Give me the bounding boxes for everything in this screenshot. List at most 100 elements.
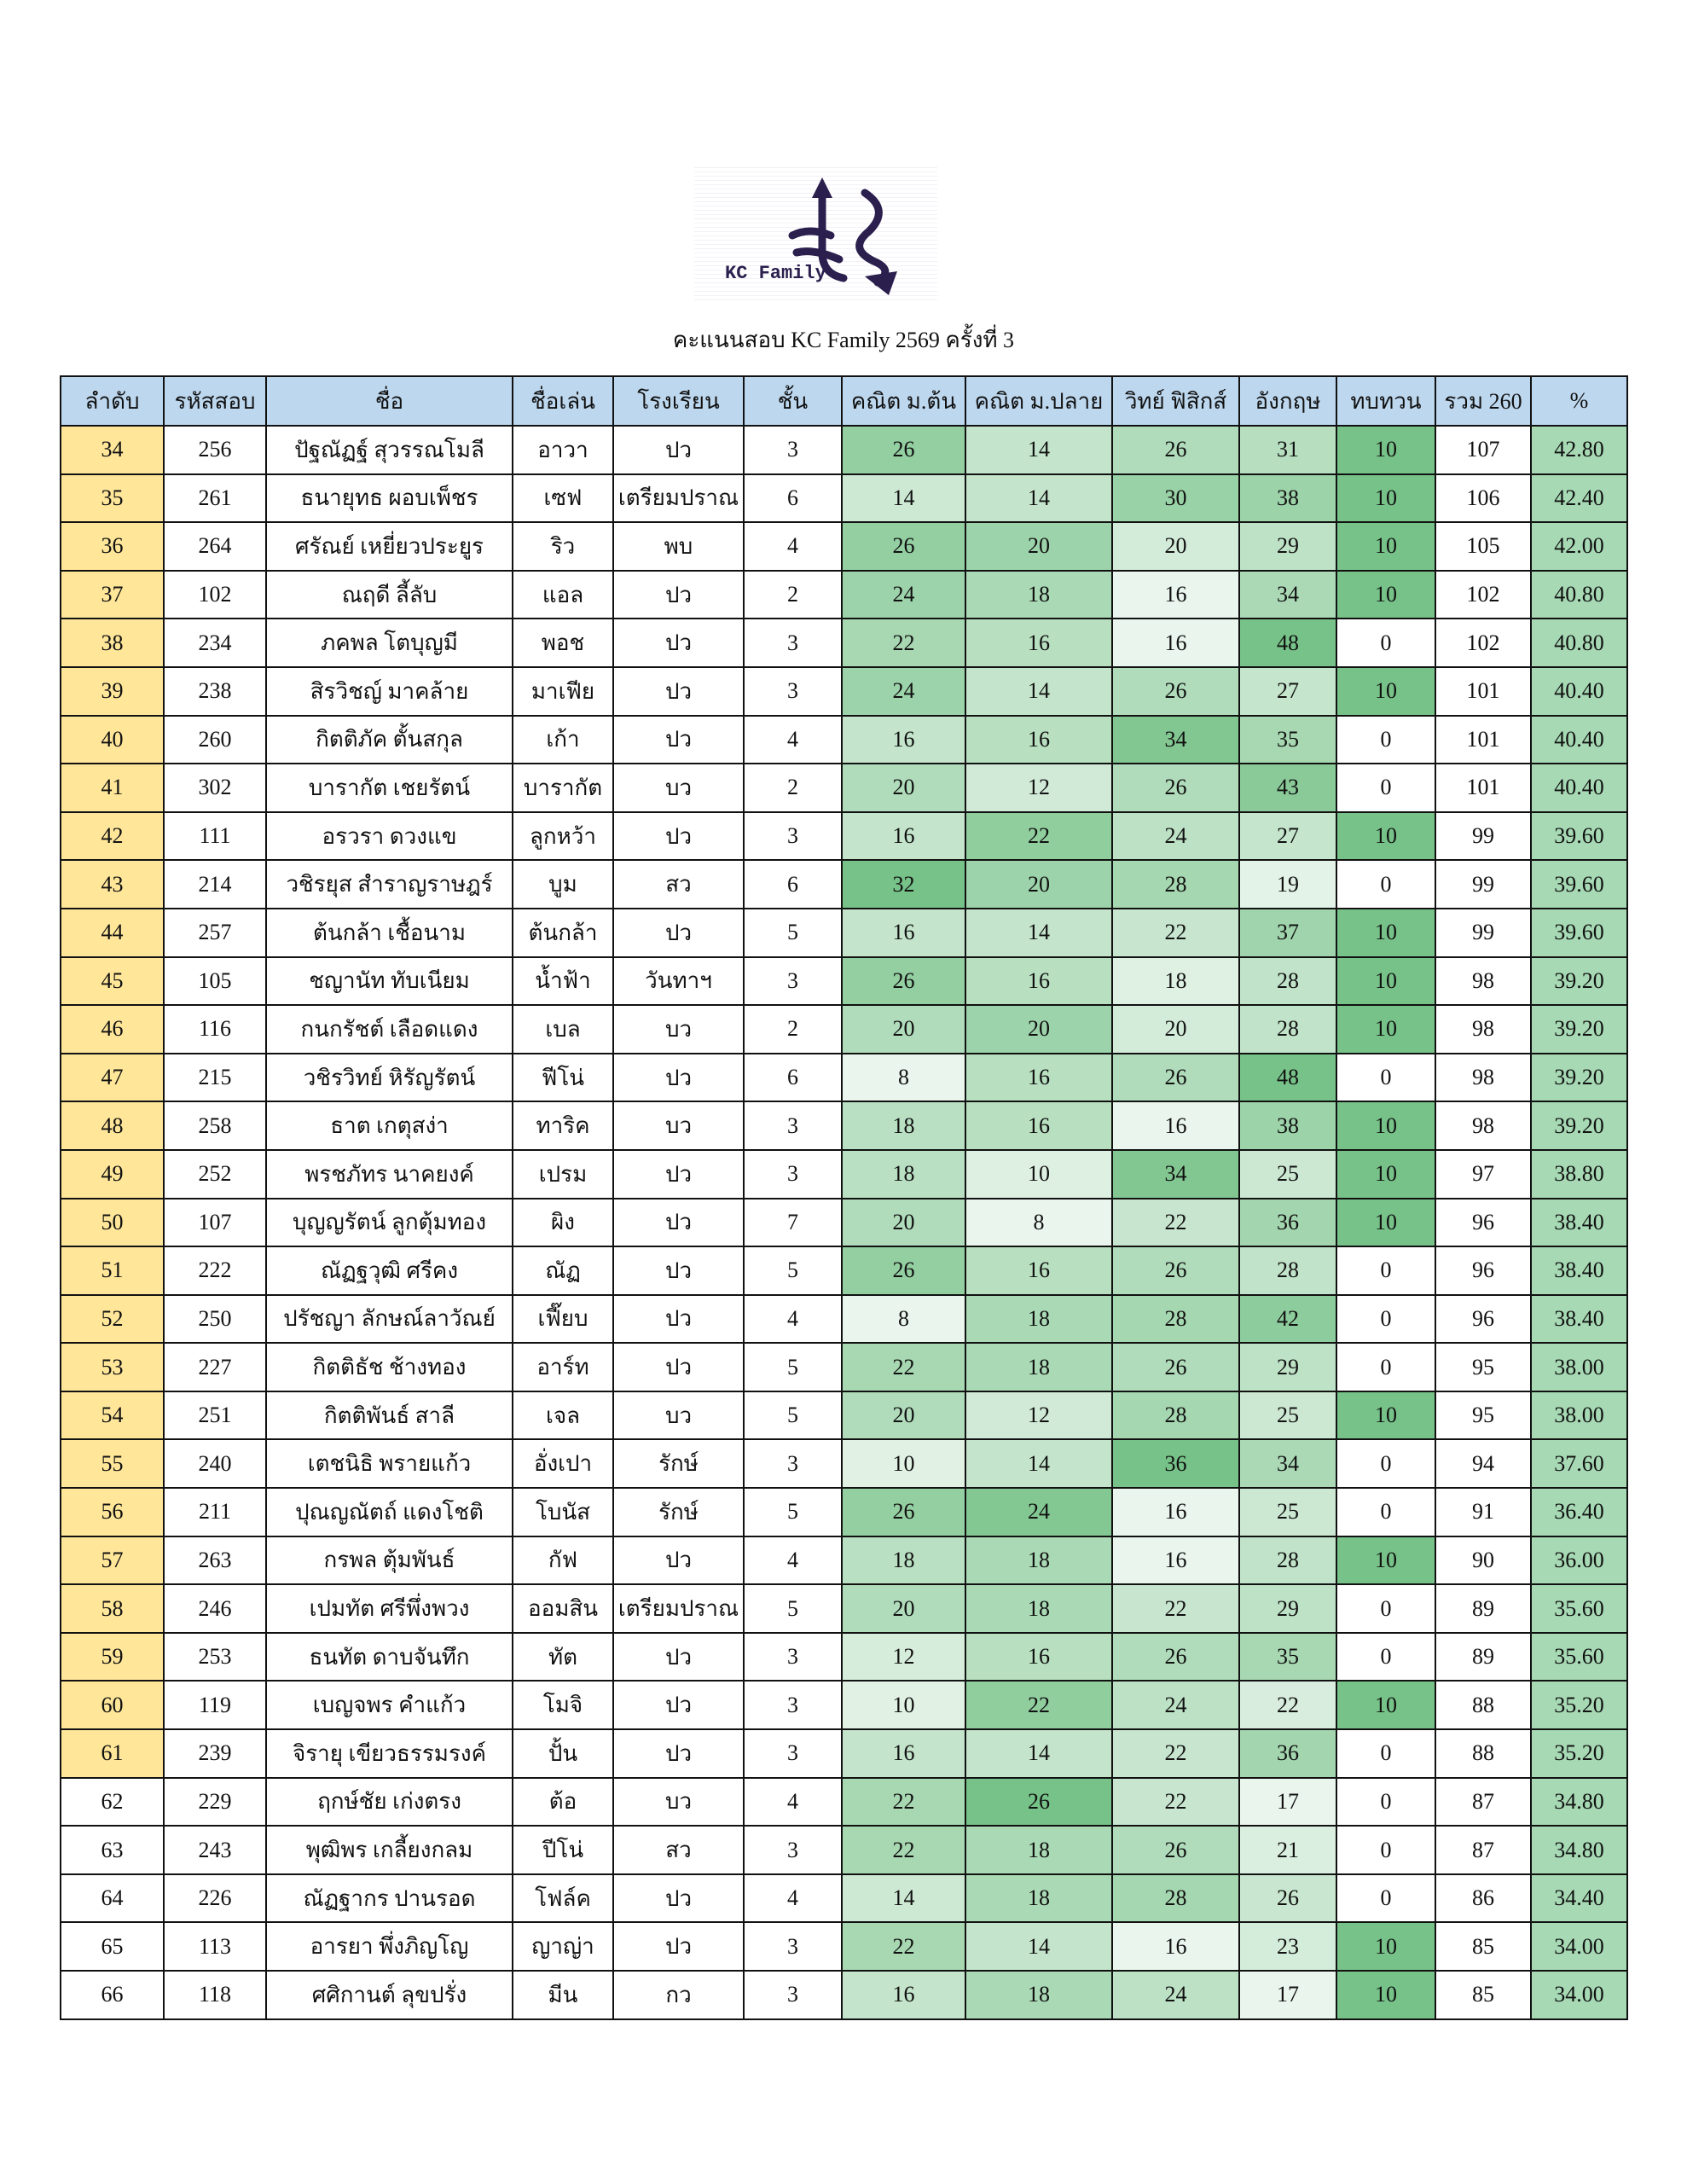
cell-exam-id: 302 bbox=[163, 763, 267, 813]
table-row: 61 239 จิรายุ เขียวธรรมรงค์ ปั้น ปว 3 16 14 22 36… bbox=[60, 1728, 1628, 1779]
column-header-total: รวม 260 bbox=[1435, 375, 1532, 427]
cell-total: 94 bbox=[1435, 1438, 1532, 1490]
cell-english: 17 bbox=[1238, 1776, 1337, 1827]
cell-grade: 4 bbox=[743, 714, 843, 765]
cell-school: บว bbox=[612, 1390, 745, 1441]
cell-english: 34 bbox=[1238, 569, 1337, 620]
cell-grade: 4 bbox=[743, 1293, 843, 1345]
table-row: 45 105 ชญานัท ทับเนียม น้ำฟ้า วันทาฯ 3 26 16 18 2… bbox=[60, 956, 1628, 1007]
table-row: 47 215 วชิรวิทย์ หิรัญรัตน์ ฟีโน่ ปว 6 8 16 26 48… bbox=[60, 1052, 1628, 1103]
cell-exam-id: 263 bbox=[163, 1535, 267, 1586]
cell-exam-id: 229 bbox=[163, 1776, 267, 1827]
cell-exam-id: 243 bbox=[163, 1825, 267, 1875]
column-header-review: ทบทวน bbox=[1336, 375, 1436, 427]
cell-total: 101 bbox=[1435, 665, 1532, 717]
cell-science-physics: 22 bbox=[1111, 1776, 1240, 1827]
cell-english: 42 bbox=[1238, 1293, 1337, 1345]
table-row: 53 227 กิตติธัช ช้างทอง อาร์ท ปว 5 22 18 26 29 0 95… bbox=[60, 1342, 1628, 1392]
cell-exam-id: 227 bbox=[163, 1342, 267, 1392]
cell-exam-id: 111 bbox=[163, 810, 267, 862]
cell-math-upper: 16 bbox=[965, 1052, 1113, 1103]
cell-nickname: พอช bbox=[512, 618, 614, 668]
cell-english: 28 bbox=[1238, 1535, 1337, 1586]
cell-english: 48 bbox=[1238, 1052, 1337, 1103]
cell-science-physics: 24 bbox=[1111, 1970, 1240, 2020]
cell-review: 0 bbox=[1336, 859, 1436, 909]
cell-math-upper: 20 bbox=[965, 1004, 1113, 1054]
cell-science-physics: 16 bbox=[1111, 1535, 1240, 1586]
cell-science-physics: 28 bbox=[1111, 1873, 1240, 1924]
cell-nickname: บารากัต bbox=[512, 763, 614, 813]
cell-school: ปว bbox=[612, 1728, 745, 1779]
logo-text: KC Family bbox=[725, 263, 826, 284]
cell-school: รักษ์ bbox=[612, 1438, 745, 1490]
cell-total: 98 bbox=[1435, 1052, 1532, 1103]
cell-school: ปว bbox=[612, 1197, 745, 1248]
cell-grade: 5 bbox=[743, 1342, 843, 1392]
cell-review: 10 bbox=[1336, 665, 1436, 717]
cell-grade: 3 bbox=[743, 618, 843, 668]
column-header-rank: ลำดับ bbox=[60, 375, 165, 427]
cell-exam-id: 226 bbox=[163, 1873, 267, 1924]
cell-english: 25 bbox=[1238, 1487, 1337, 1537]
cell-math-lower: 20 bbox=[841, 1004, 966, 1054]
cell-review: 0 bbox=[1336, 1728, 1436, 1779]
cell-name: อารยา พึ่งภิญโญ bbox=[265, 1921, 513, 1972]
cell-math-upper: 14 bbox=[965, 1438, 1113, 1490]
cell-science-physics: 18 bbox=[1111, 956, 1240, 1007]
cell-exam-id: 258 bbox=[163, 1101, 267, 1151]
cell-math-lower: 22 bbox=[841, 1776, 966, 1827]
cell-math-lower: 26 bbox=[841, 425, 966, 475]
cell-school: สว bbox=[612, 859, 745, 909]
cell-review: 0 bbox=[1336, 1293, 1436, 1345]
cell-nickname: ต้อ bbox=[512, 1776, 614, 1827]
cell-grade: 3 bbox=[743, 1680, 843, 1731]
cell-rank: 34 bbox=[60, 425, 165, 475]
cell-grade: 6 bbox=[743, 473, 843, 524]
cell-percent: 42.80 bbox=[1530, 425, 1628, 475]
cell-math-lower: 8 bbox=[841, 1293, 966, 1345]
cell-name: บุญญรัตน์ ลูกตุ้มทอง bbox=[265, 1197, 513, 1248]
cell-nickname: เบล bbox=[512, 1004, 614, 1054]
cell-review: 10 bbox=[1336, 1970, 1436, 2020]
cell-science-physics: 20 bbox=[1111, 1004, 1240, 1054]
table-row: 57 263 กรพล ตุ้มพันธ์ กัฟ ปว 4 18 18 16 28 10 90 36.… bbox=[60, 1535, 1628, 1586]
column-header-math-lower: คณิต ม.ต้น bbox=[841, 375, 966, 427]
cell-total: 86 bbox=[1435, 1873, 1532, 1924]
cell-grade: 6 bbox=[743, 1052, 843, 1103]
cell-math-upper: 16 bbox=[965, 618, 1113, 668]
cell-name: กิตติภัค ตั้นสกุล bbox=[265, 714, 513, 765]
cell-science-physics: 24 bbox=[1111, 810, 1240, 862]
cell-review: 10 bbox=[1336, 956, 1436, 1007]
cell-math-lower: 20 bbox=[841, 1390, 966, 1441]
cell-review: 0 bbox=[1336, 1246, 1436, 1296]
cell-english: 31 bbox=[1238, 425, 1337, 475]
cell-grade: 3 bbox=[743, 665, 843, 717]
cell-science-physics: 22 bbox=[1111, 1583, 1240, 1634]
cell-exam-id: 211 bbox=[163, 1487, 267, 1537]
cell-rank: 52 bbox=[60, 1293, 165, 1345]
cell-review: 10 bbox=[1336, 473, 1436, 524]
cell-math-lower: 8 bbox=[841, 1052, 966, 1103]
cell-grade: 3 bbox=[743, 1631, 843, 1682]
cell-math-upper: 22 bbox=[965, 1680, 1113, 1731]
cell-grade: 6 bbox=[743, 859, 843, 909]
cell-english: 26 bbox=[1238, 1873, 1337, 1924]
cell-math-upper: 24 bbox=[965, 1487, 1113, 1537]
cell-percent: 42.40 bbox=[1530, 473, 1628, 524]
cell-rank: 55 bbox=[60, 1438, 165, 1490]
column-header-english: อังกฤษ bbox=[1238, 375, 1337, 427]
cell-exam-id: 105 bbox=[163, 956, 267, 1007]
cell-grade: 2 bbox=[743, 1004, 843, 1054]
cell-total: 95 bbox=[1435, 1390, 1532, 1441]
cell-rank: 53 bbox=[60, 1342, 165, 1392]
cell-name: ปัฐณัฏฐ์ สุวรรณโมลี bbox=[265, 425, 513, 475]
table-row: 43 214 วชิรยุส สำราญราษฎร์ บูม สว 6 32 20 28 19 0 9… bbox=[60, 859, 1628, 909]
header-row: ลำดับ รหัสสอบ ชื่อ ชื่อเล่น โรงเรียน ชั้น คณิต… bbox=[60, 375, 1628, 427]
cell-percent: 40.40 bbox=[1530, 665, 1628, 717]
cell-english: 34 bbox=[1238, 1438, 1337, 1490]
cell-nickname: ปั้น bbox=[512, 1728, 614, 1779]
cell-math-upper: 14 bbox=[965, 1921, 1113, 1972]
cell-english: 38 bbox=[1238, 1101, 1337, 1151]
cell-nickname: ญาญ่า bbox=[512, 1921, 614, 1972]
